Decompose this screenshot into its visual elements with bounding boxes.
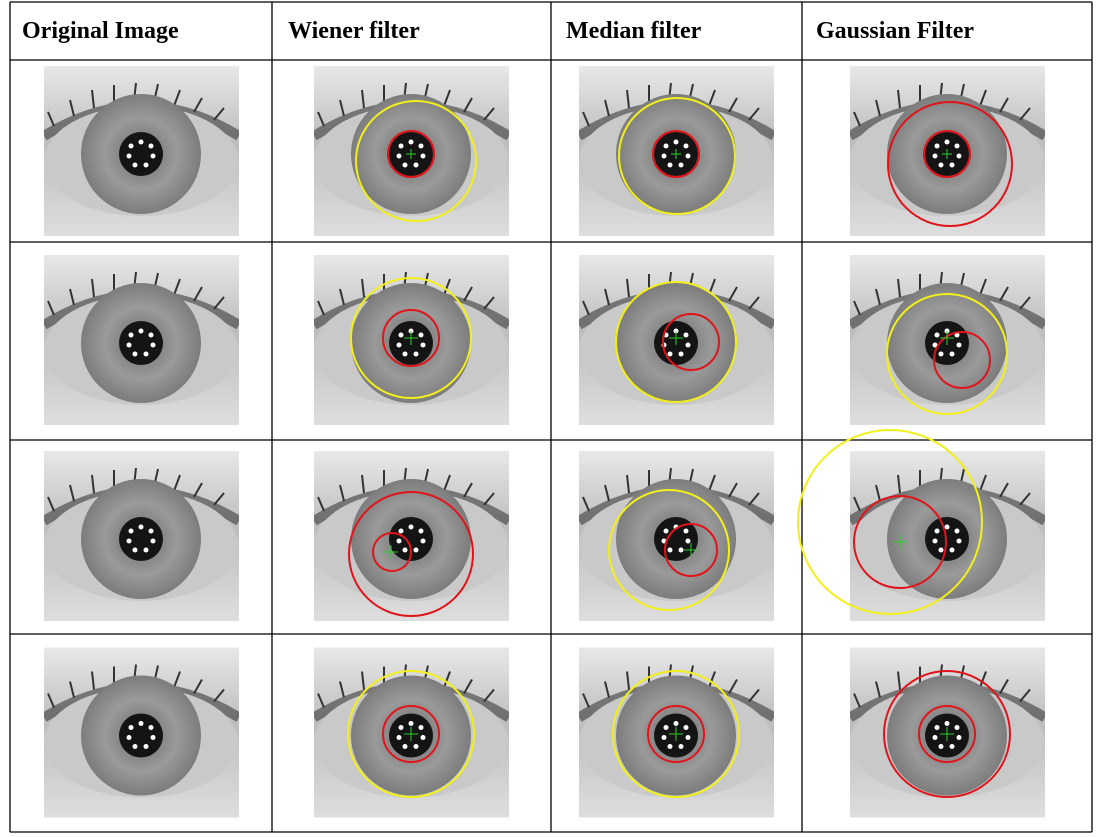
filter-comparison-table: Original Image Wiener filter Median filt… — [0, 0, 1103, 837]
eye-image — [44, 66, 239, 236]
eye-image — [44, 648, 239, 818]
eye-image — [579, 648, 774, 818]
header-cell: Original Image — [22, 18, 179, 44]
eye-image — [798, 430, 1045, 621]
eye-image — [314, 451, 509, 621]
eye-image — [44, 255, 239, 425]
header-cell: Gaussian Filter — [816, 18, 974, 44]
eye-image — [314, 648, 509, 818]
eye-image — [579, 255, 774, 425]
eye-image — [850, 255, 1045, 425]
eye-image — [850, 66, 1045, 236]
eye-image — [314, 255, 509, 425]
eye-image — [314, 66, 509, 236]
eye-image — [579, 66, 774, 236]
eye-image — [44, 451, 239, 621]
header-cell: Median filter — [566, 18, 702, 44]
eye-image — [579, 451, 774, 621]
header-cell: Wiener filter — [288, 18, 420, 44]
eye-image — [850, 648, 1045, 818]
